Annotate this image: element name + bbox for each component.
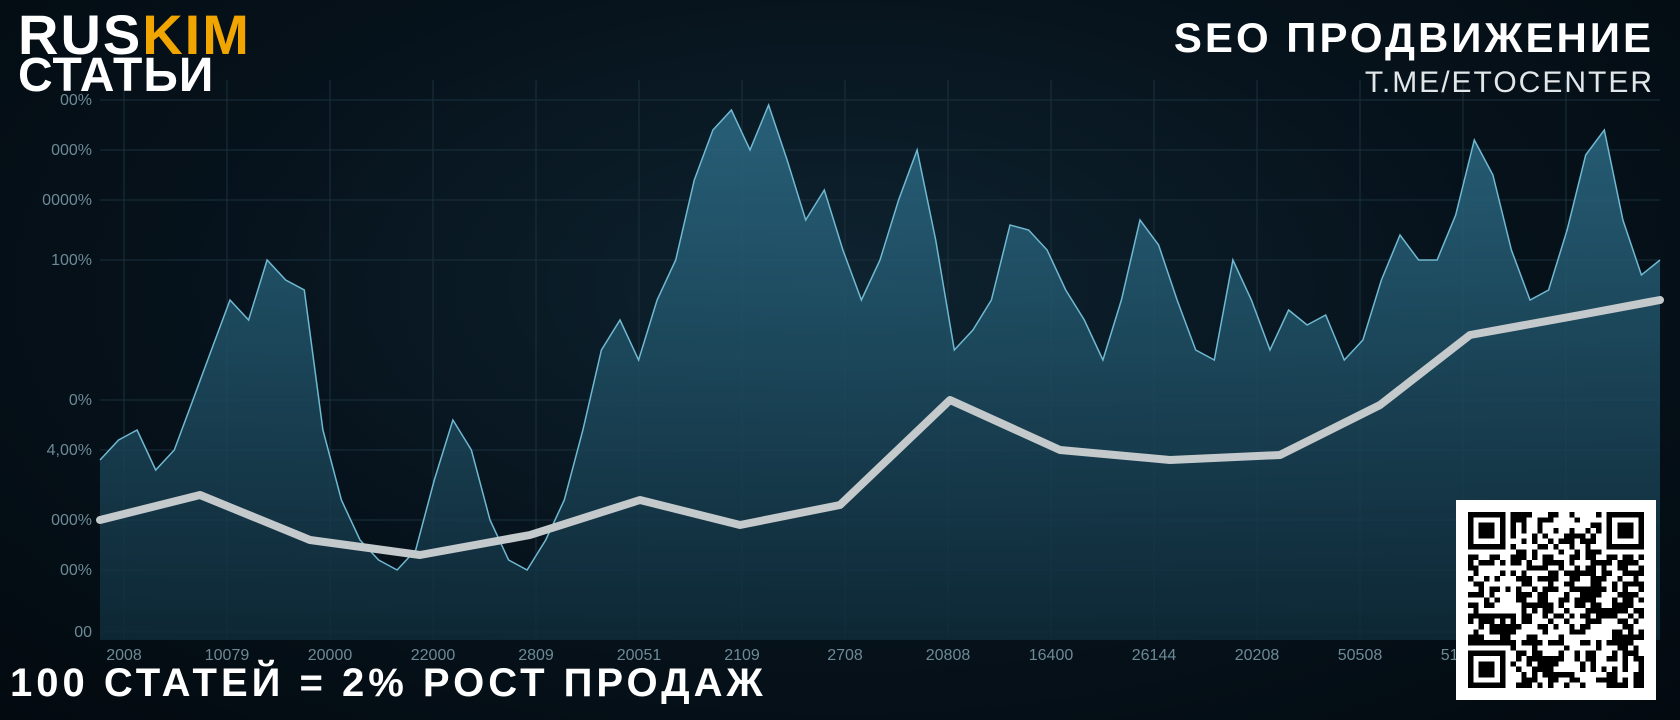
svg-text:26144: 26144 xyxy=(1132,647,1177,664)
svg-text:0000%: 0000% xyxy=(42,192,92,209)
qr-code[interactable] xyxy=(1456,500,1656,700)
svg-text:0%: 0% xyxy=(69,392,92,409)
svg-text:20208: 20208 xyxy=(1235,647,1280,664)
svg-text:000%: 000% xyxy=(51,142,92,159)
growth-chart: 00%000%0000%100%0%4,00%000%00%00 2008100… xyxy=(0,0,1680,720)
seo-title: SEO ПРОДВИЖЕНИЕ xyxy=(1174,14,1654,62)
svg-text:000%: 000% xyxy=(51,512,92,529)
svg-text:4,00%: 4,00% xyxy=(47,442,92,459)
svg-text:16400: 16400 xyxy=(1029,647,1074,664)
svg-text:20808: 20808 xyxy=(926,647,971,664)
svg-text:100%: 100% xyxy=(51,252,92,269)
brand-logo: RUSKIM СТАТЬИ xyxy=(18,10,251,98)
svg-text:00%: 00% xyxy=(60,562,92,579)
svg-text:00: 00 xyxy=(74,624,92,641)
svg-text:2708: 2708 xyxy=(827,647,863,664)
tagline-text: 100 СТАТЕЙ = 2% РОСТ ПРОДАЖ xyxy=(10,661,767,706)
header-block: SEO ПРОДВИЖЕНИЕ T.ME/ETOCENTER xyxy=(1174,14,1654,100)
telegram-link[interactable]: T.ME/ETOCENTER xyxy=(1174,66,1654,100)
svg-text:50508: 50508 xyxy=(1338,647,1383,664)
